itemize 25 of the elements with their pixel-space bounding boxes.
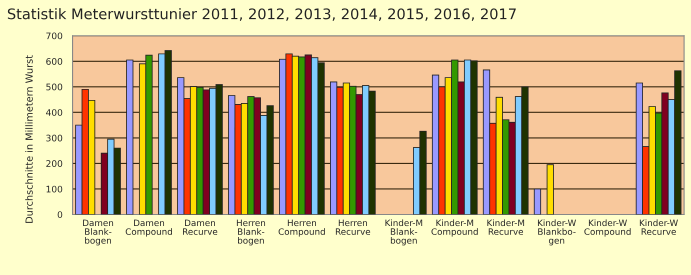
x-tick-label: Damen Recurve xyxy=(183,220,218,235)
x-tick-label: Kinder-M Blank- bogen xyxy=(385,219,422,246)
y-tick-label: 200 xyxy=(46,160,62,167)
x-tick-label: Herren Recurve xyxy=(336,220,370,235)
y-tick-label: 600 xyxy=(46,58,62,65)
y-tick-label: 0 xyxy=(58,211,62,218)
y-axis-title: Durchschnitte in Millimetern Wurst xyxy=(25,55,33,223)
x-tick-label: Kinder-M Recurve xyxy=(487,219,524,235)
y-tick-label: 300 xyxy=(46,134,62,142)
x-tick-label: Damen Blank- bogen xyxy=(83,220,114,246)
bar xyxy=(126,60,134,214)
x-tick-label: Kinder-W Compound xyxy=(584,219,631,237)
x-tick-label: Kinder-M Compound xyxy=(431,219,478,237)
bar xyxy=(546,164,554,214)
y-tick-label: 500 xyxy=(46,84,62,90)
bar xyxy=(534,188,542,214)
chart-title: Statistik Meterwursttunier 2011, 2012, 2013, 2014, 2015, 2016, 2017 xyxy=(8,8,516,21)
y-tick-label: 700 xyxy=(46,32,62,40)
x-tick-label: Herren Compound xyxy=(278,220,325,237)
x-tick-label: Herren Blank- bogen xyxy=(236,220,266,246)
y-tick-label: 400 xyxy=(46,109,62,116)
y-tick-label: 100 xyxy=(46,186,62,193)
x-tick-label: Kinder-W Recurve xyxy=(640,219,678,235)
x-tick-label: Kinder-W Blankbo- gen xyxy=(538,219,576,246)
x-tick-label: Damen Compound xyxy=(126,220,172,237)
